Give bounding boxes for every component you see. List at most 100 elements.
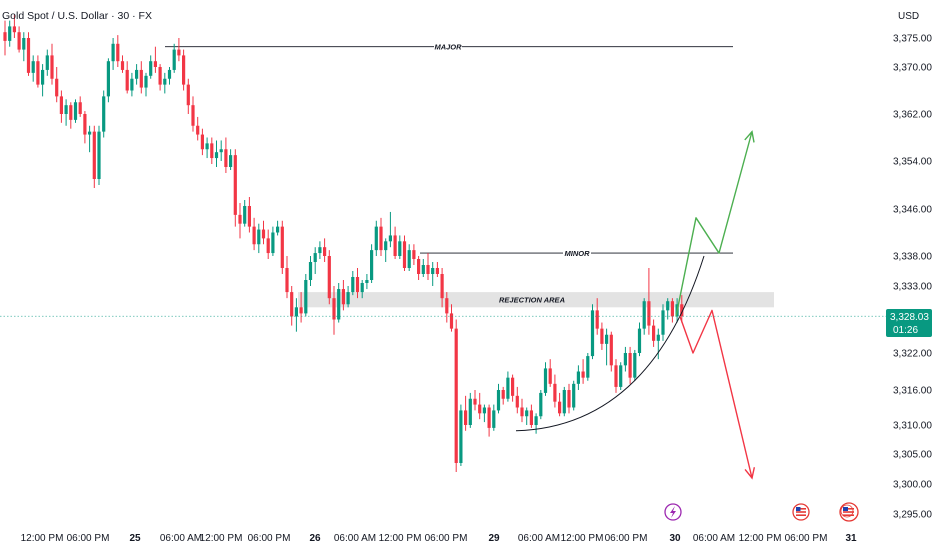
candle [182,49,186,91]
candle [572,380,576,411]
candle [506,371,510,402]
x-tick-label: 12:00 PM [21,533,64,544]
candle [661,304,665,341]
candle [637,322,642,357]
candle [543,362,548,396]
candle [50,43,54,85]
y-tick-label: 3,362.00 [893,110,932,121]
candle [3,20,7,56]
candle [370,244,374,283]
candle [680,295,684,323]
candle [313,247,317,274]
trend-curve [515,255,705,432]
x-tick-label: 06:00 AM [160,533,202,544]
candle [388,211,392,248]
y-tick-label: 3,322.00 [893,349,932,360]
candle [214,140,219,167]
candle [276,220,280,236]
rejection-area-box [298,292,774,308]
candle [341,280,345,311]
candle [600,322,604,350]
level-label-bg [434,41,462,52]
candle [351,271,355,296]
candle [548,359,552,387]
x-tick-label: 06:00 PM [425,533,468,544]
rejection-area-label: REJECTION AREA [499,296,565,305]
us-flag-event-icon-multi[interactable] [839,502,859,522]
bearish-projection-arrowhead [744,467,756,480]
candle [647,268,651,335]
rejection-zone-layer: REJECTION AREA [298,292,774,308]
level-label-bg [563,248,591,259]
current-price-label: 3,328.03 [890,312,929,323]
candle [402,235,407,271]
candle [12,14,16,38]
candle [158,64,162,91]
candle [468,392,472,428]
candle [167,67,172,85]
candle [102,90,106,138]
candle [243,200,247,227]
candle [163,72,167,94]
bearish-projection [679,309,753,479]
candle [445,292,449,323]
candle [384,238,388,262]
flash-event-icon[interactable] [664,503,682,521]
x-tick-label: 12:00 PM [200,533,243,544]
candles-layer [3,14,684,472]
x-tick-label: 12:00 PM [739,533,782,544]
candle [492,404,496,431]
candle [440,268,444,308]
y-tick-label: 3,370.00 [893,63,932,74]
candle [69,102,73,129]
candle [106,58,110,103]
candle [590,304,595,360]
candle [586,353,590,381]
candle [435,262,439,277]
x-tick-label: 12:00 PM [561,533,604,544]
y-tick-label: 3,316.00 [893,386,932,397]
candle [299,292,303,323]
currency-label: USD [898,11,919,22]
candle [539,390,543,420]
candle [41,64,45,97]
candle [247,197,251,233]
candle [562,386,566,417]
candle [379,217,383,256]
candle [605,328,609,366]
candle [609,331,613,372]
candle [355,268,360,299]
candle [177,38,181,62]
candle [97,125,101,185]
candle [553,374,557,408]
candle [224,137,228,173]
candle [421,259,425,277]
candle [153,46,157,73]
candle [139,61,143,94]
candle [130,72,134,97]
candle [454,319,458,472]
candle [17,26,21,53]
candle [496,383,501,414]
candle [374,220,378,256]
candle [652,319,656,347]
candle [290,286,294,326]
candle [473,390,477,411]
candle [633,349,637,381]
candle [59,90,63,123]
us-flag-event-icon[interactable] [792,503,810,521]
candle [534,413,538,434]
candle [464,395,468,431]
candle [511,374,515,402]
candle [393,226,397,259]
price-tag-bg [886,309,932,337]
candle [55,67,59,103]
candle [478,392,482,420]
candle [172,43,176,73]
candle [233,149,237,227]
y-axis[interactable]: 3,375.00 3,370.00 3,362.00 3,354.00 3,346.00… [893,34,932,521]
candle [558,392,562,417]
candle [482,404,486,423]
